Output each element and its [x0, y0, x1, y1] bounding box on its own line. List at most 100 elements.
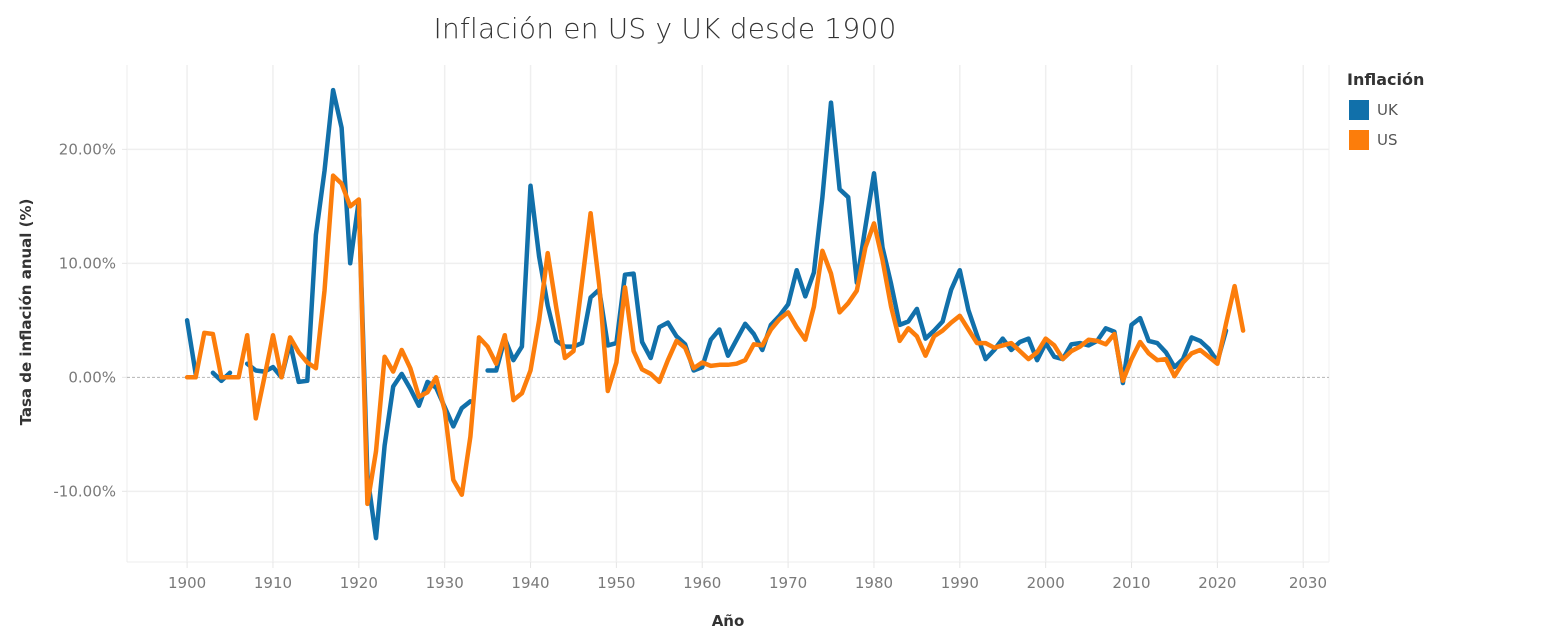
data-point-us[interactable] [1001, 343, 1005, 347]
data-point-us[interactable] [863, 245, 867, 249]
data-point-uk[interactable] [889, 282, 893, 286]
data-point-uk[interactable] [632, 272, 636, 276]
data-point-us[interactable] [323, 289, 327, 293]
data-point-uk[interactable] [185, 318, 189, 322]
data-point-us[interactable] [1027, 357, 1031, 361]
data-point-uk[interactable] [486, 369, 490, 373]
data-point-us[interactable] [906, 326, 910, 330]
data-point-uk[interactable] [1035, 358, 1039, 362]
data-point-us[interactable] [898, 339, 902, 343]
data-point-uk[interactable] [314, 233, 318, 237]
data-point-us[interactable] [1121, 379, 1125, 383]
data-point-us[interactable] [623, 285, 627, 289]
data-point-uk[interactable] [1130, 323, 1134, 327]
data-point-uk[interactable] [829, 101, 833, 105]
data-point-us[interactable] [572, 349, 576, 353]
data-point-us[interactable] [357, 198, 361, 202]
data-point-us[interactable] [331, 174, 335, 178]
data-point-uk[interactable] [743, 322, 747, 326]
series-line-us[interactable] [184, 173, 1246, 507]
data-point-us[interactable] [675, 339, 679, 343]
data-point-us[interactable] [1018, 349, 1022, 353]
data-point-us[interactable] [966, 328, 970, 332]
data-point-us[interactable] [838, 310, 842, 314]
data-point-uk[interactable] [297, 380, 301, 384]
data-point-us[interactable] [1224, 322, 1228, 326]
data-point-us[interactable] [752, 342, 756, 346]
data-point-us[interactable] [924, 354, 928, 358]
data-point-uk[interactable] [795, 268, 799, 272]
data-point-us[interactable] [383, 355, 387, 359]
data-point-us[interactable] [520, 391, 524, 395]
data-point-us[interactable] [846, 301, 850, 305]
data-point-uk[interactable] [924, 337, 928, 341]
data-point-uk[interactable] [554, 339, 558, 343]
data-point-us[interactable] [391, 370, 395, 374]
data-point-us[interactable] [829, 272, 833, 276]
data-point-uk[interactable] [391, 385, 395, 389]
data-point-us[interactable] [288, 335, 292, 339]
data-point-us[interactable] [1052, 343, 1056, 347]
data-point-uk[interactable] [331, 88, 335, 92]
data-point-us[interactable] [1009, 341, 1013, 345]
data-point-us[interactable] [262, 375, 266, 379]
data-point-uk[interactable] [580, 341, 584, 345]
data-point-us[interactable] [374, 449, 378, 453]
data-point-us[interactable] [1181, 361, 1185, 365]
data-point-us[interactable] [194, 375, 198, 379]
data-point-us[interactable] [889, 305, 893, 309]
data-point-uk[interactable] [735, 338, 739, 342]
data-point-uk[interactable] [1155, 341, 1159, 345]
data-point-uk[interactable] [1138, 316, 1142, 320]
data-point-us[interactable] [1198, 348, 1202, 352]
data-point-us[interactable] [460, 493, 464, 497]
data-point-us[interactable] [451, 478, 455, 482]
data-point-uk[interactable] [494, 369, 498, 373]
data-point-uk[interactable] [760, 348, 764, 352]
data-point-uk[interactable] [984, 357, 988, 361]
data-point-us[interactable] [666, 358, 670, 362]
data-point-uk[interactable] [546, 304, 550, 308]
data-point-us[interactable] [417, 395, 421, 399]
data-point-us[interactable] [1061, 357, 1065, 361]
data-point-us[interactable] [305, 361, 309, 365]
data-point-us[interactable] [211, 332, 215, 336]
data-point-uk[interactable] [958, 268, 962, 272]
data-point-uk[interactable] [323, 169, 327, 173]
data-point-uk[interactable] [915, 307, 919, 311]
data-point-uk[interactable] [1198, 339, 1202, 343]
data-point-uk[interactable] [623, 273, 627, 277]
data-point-us[interactable] [400, 348, 404, 352]
data-point-uk[interactable] [640, 340, 644, 344]
data-point-uk[interactable] [941, 320, 945, 324]
data-point-uk[interactable] [511, 358, 515, 362]
data-point-us[interactable] [580, 281, 584, 285]
data-point-uk[interactable] [1207, 347, 1211, 351]
data-point-us[interactable] [237, 375, 241, 379]
data-point-uk[interactable] [228, 371, 232, 375]
legend-item-uk[interactable]: UK [1347, 95, 1424, 125]
data-point-us[interactable] [881, 258, 885, 262]
data-point-us[interactable] [984, 341, 988, 345]
data-point-uk[interactable] [717, 328, 721, 332]
data-point-uk[interactable] [709, 338, 713, 342]
data-point-us[interactable] [426, 390, 430, 394]
data-point-us[interactable] [778, 317, 782, 321]
data-point-us[interactable] [1095, 339, 1099, 343]
data-point-us[interactable] [915, 334, 919, 338]
data-point-uk[interactable] [383, 444, 387, 448]
data-point-us[interactable] [717, 363, 721, 367]
data-point-uk[interactable] [966, 308, 970, 312]
data-point-us[interactable] [314, 366, 318, 370]
data-point-us[interactable] [700, 361, 704, 365]
data-point-uk[interactable] [348, 261, 352, 265]
data-point-uk[interactable] [949, 288, 953, 292]
data-point-us[interactable] [803, 338, 807, 342]
data-point-us[interactable] [434, 375, 438, 379]
data-point-us[interactable] [494, 362, 498, 366]
data-point-us[interactable] [477, 335, 481, 339]
data-point-us[interactable] [1035, 350, 1039, 354]
data-point-uk[interactable] [872, 171, 876, 175]
data-point-uk[interactable] [400, 372, 404, 376]
data-point-uk[interactable] [520, 345, 524, 349]
